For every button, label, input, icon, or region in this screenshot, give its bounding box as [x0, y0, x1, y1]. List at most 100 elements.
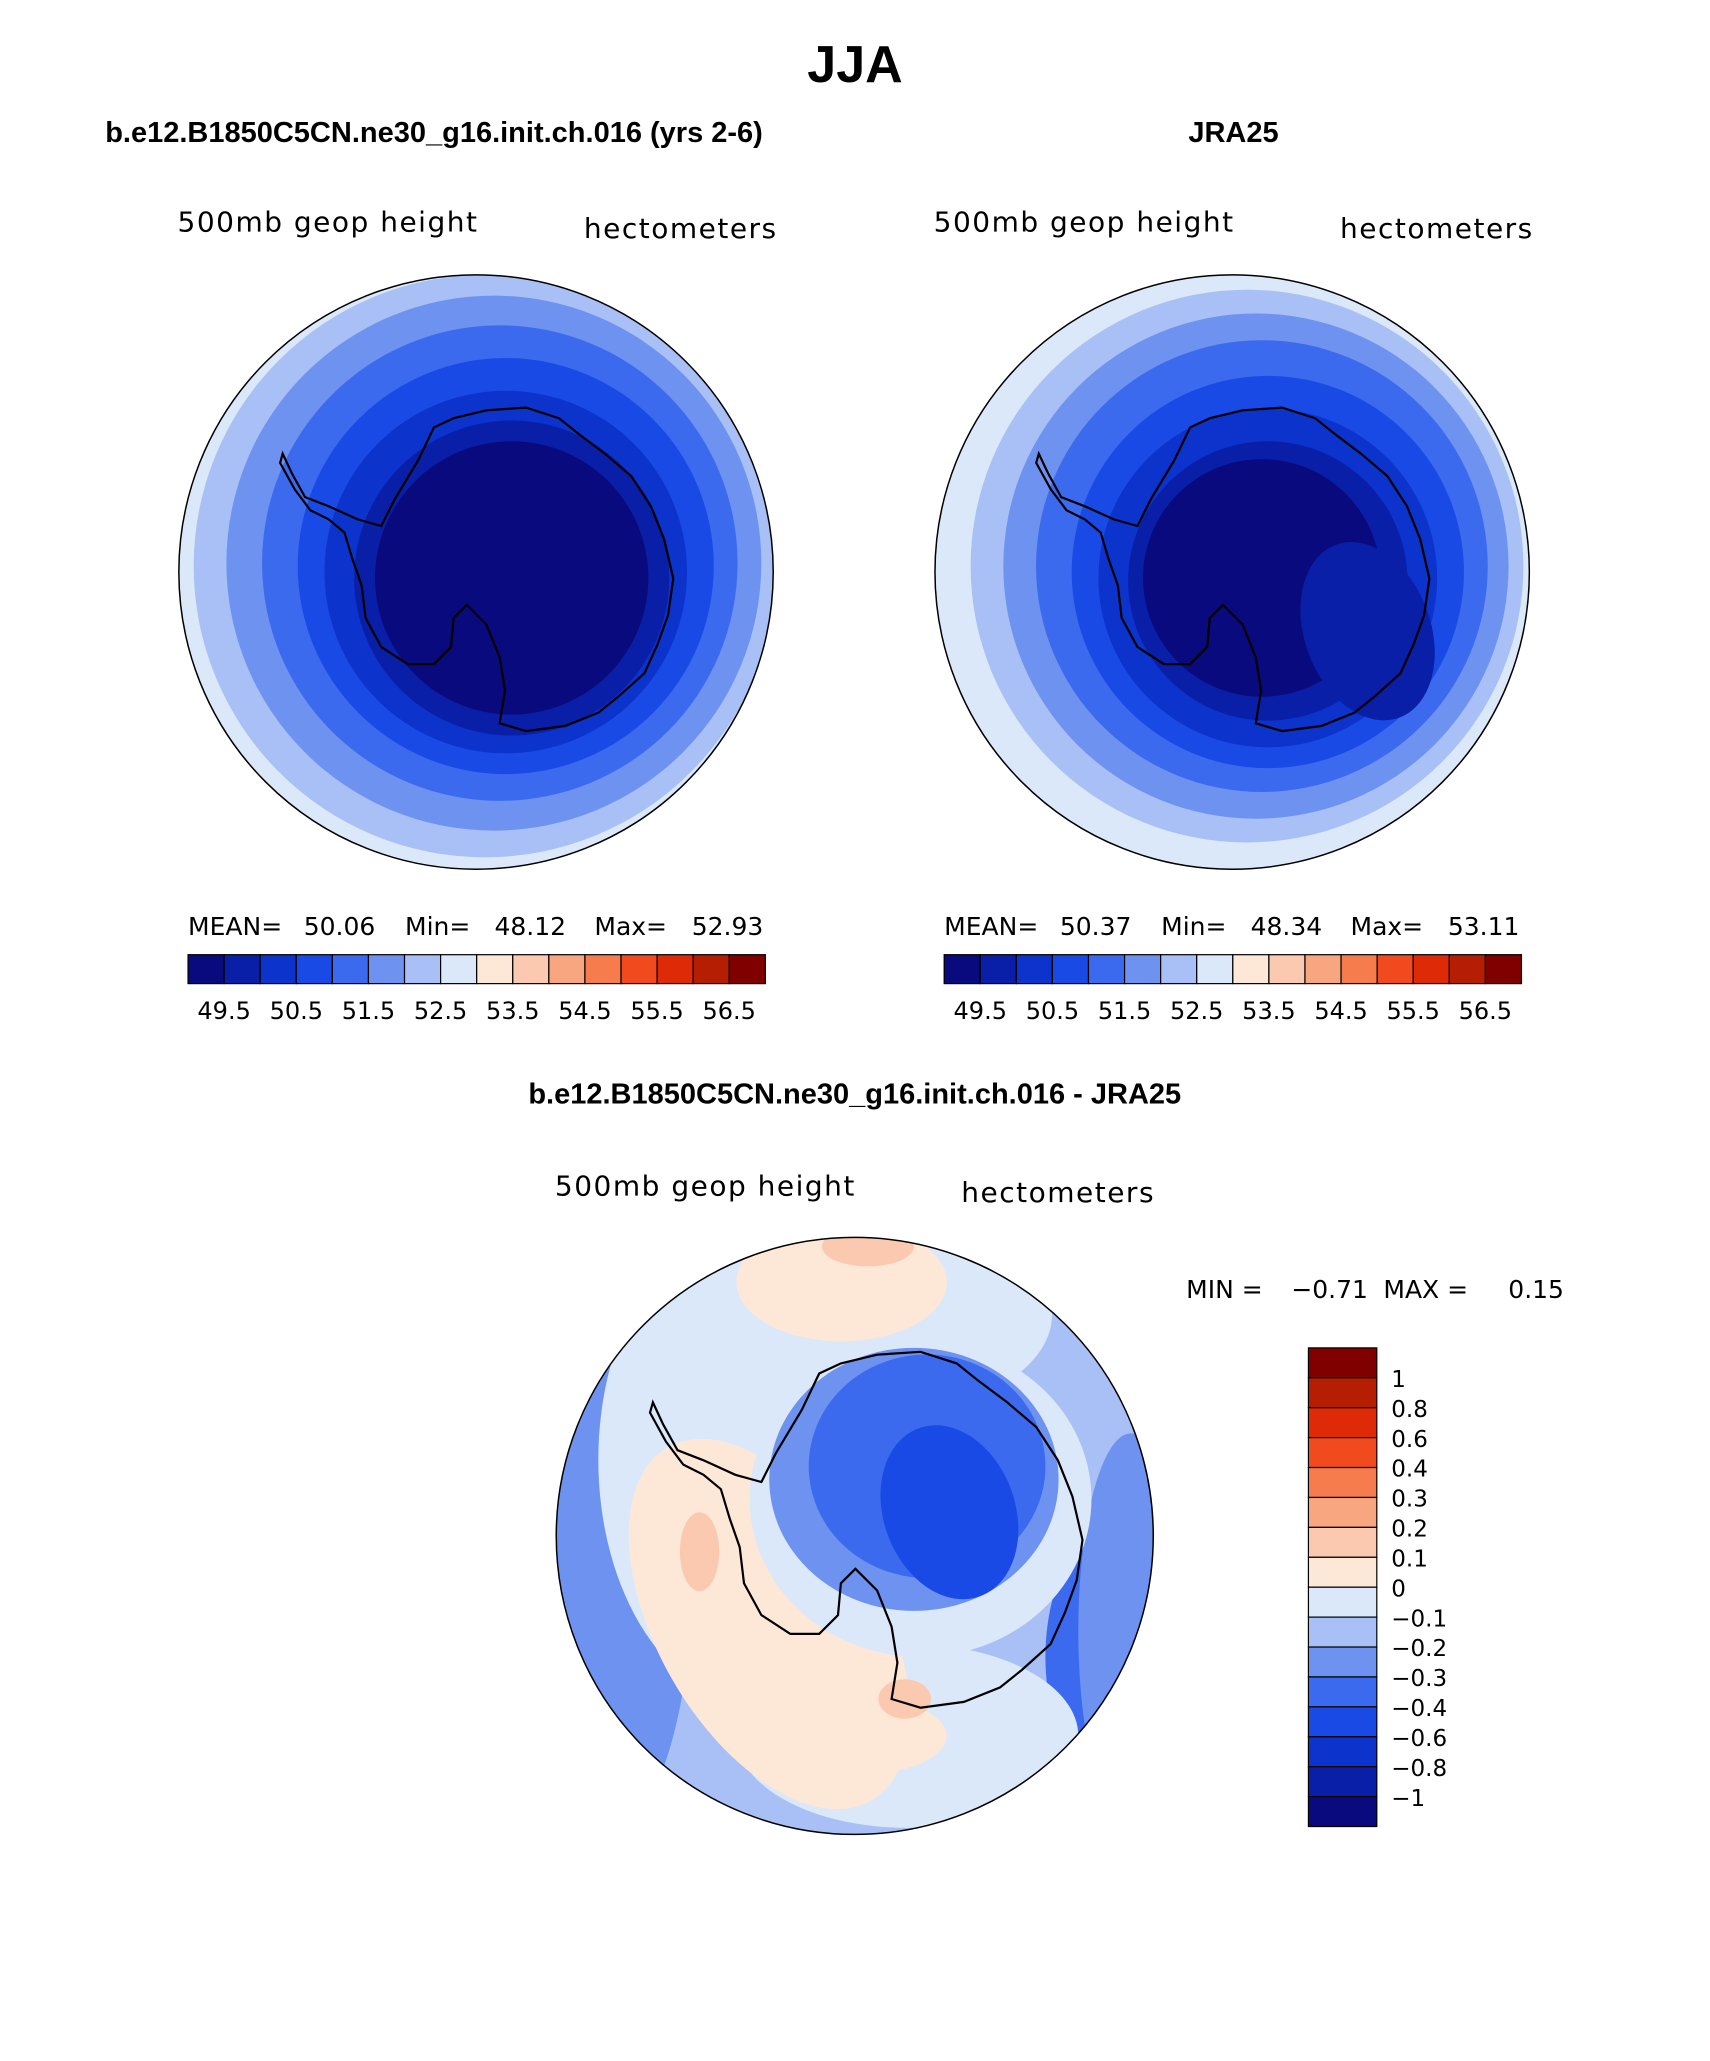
- colorbar-box: [1340, 954, 1378, 985]
- colorbar-box: [728, 954, 766, 985]
- stat-value: 52.93: [692, 912, 764, 941]
- stat-label: Max=: [594, 912, 667, 941]
- colorbar-box: [403, 954, 442, 985]
- variable-name: 500mb geop height: [178, 205, 479, 238]
- stat-label: Min=: [405, 912, 470, 941]
- stat-value: 53.11: [1448, 912, 1520, 941]
- map: [556, 1237, 1154, 1835]
- colorbar-box: [656, 954, 694, 985]
- map-border: [934, 274, 1531, 870]
- contour-band: [679, 1512, 720, 1592]
- colorbar-label: 54.5: [1314, 997, 1367, 1025]
- colorbar-label: 52.5: [414, 997, 467, 1025]
- panel-title: b.e12.B1850C5CN.ne30_g16.init.ch.016 - J…: [528, 1078, 1181, 1110]
- colorbar-label: 0.8: [1391, 1397, 1428, 1423]
- colorbar-label: 55.5: [1386, 997, 1439, 1025]
- stat-label: MEAN=: [944, 912, 1038, 941]
- colorbar-box: [1307, 1377, 1378, 1409]
- colorbar-box: [223, 954, 261, 985]
- stat-value: 50.37: [1060, 912, 1132, 941]
- colorbar-box: [1307, 1616, 1378, 1648]
- colorbar-box: [1307, 1526, 1378, 1558]
- colorbar-label: 50.5: [270, 997, 323, 1025]
- colorbar-label: −0.1: [1391, 1606, 1447, 1632]
- colorbar-box: [331, 954, 370, 985]
- colorbar-box: [1307, 1407, 1378, 1439]
- colorbar-box: [1376, 954, 1414, 985]
- colorbar-label: −1: [1391, 1786, 1425, 1812]
- colorbar-box: [1307, 1496, 1378, 1528]
- colorbar-box: [1051, 954, 1090, 985]
- colorbar-label: 0.3: [1391, 1487, 1428, 1513]
- colorbar-box: [367, 954, 406, 985]
- colorbar-box: [1160, 954, 1198, 985]
- colorbar-box: [1307, 1766, 1378, 1798]
- stat-value: 48.34: [1251, 912, 1323, 941]
- colorbar-label: −0.3: [1391, 1666, 1447, 1692]
- colorbar-box: [692, 954, 730, 985]
- coastline: [1035, 406, 1431, 733]
- units: hectometers: [584, 212, 778, 245]
- colorbar-label: 49.5: [954, 997, 1007, 1025]
- stat-value: 0.15: [1508, 1275, 1564, 1304]
- colorbar-box: [295, 954, 333, 985]
- stat-label: Min=: [1161, 912, 1226, 941]
- colorbar-box: [943, 954, 981, 985]
- contour-band: [1300, 542, 1435, 721]
- colorbar-label: 54.5: [558, 997, 611, 1025]
- colorbar-label: 49.5: [197, 997, 250, 1025]
- units: hectometers: [961, 1176, 1155, 1209]
- colorbar-box: [1304, 954, 1342, 985]
- colorbar-box: [1268, 954, 1306, 985]
- colorbar-label: 0.6: [1391, 1427, 1428, 1453]
- colorbar-box: [620, 954, 658, 985]
- contour-band: [878, 1679, 932, 1719]
- colorbar-label: 0.1: [1391, 1546, 1428, 1572]
- colorbar-label: 52.5: [1170, 997, 1223, 1025]
- colorbar-box: [440, 954, 478, 985]
- panel-title: JRA25: [1188, 117, 1278, 149]
- colorbar-box: [1307, 1646, 1378, 1678]
- coastline: [648, 1350, 1084, 1709]
- colorbar-box: [1232, 954, 1270, 985]
- colorbar-label: 50.5: [1026, 997, 1079, 1025]
- colorbar-box: [1307, 1796, 1378, 1828]
- colorbar-box: [259, 954, 297, 985]
- colorbar-label: 1: [1391, 1367, 1406, 1393]
- contour-band: [1078, 1433, 1154, 1828]
- colorbar-box: [187, 954, 225, 985]
- colorbar-label: 53.5: [1242, 997, 1295, 1025]
- variable-name: 500mb geop height: [555, 1169, 856, 1202]
- contour-band: [880, 1425, 1019, 1600]
- map: [178, 274, 774, 870]
- colorbar-box: [1307, 1706, 1378, 1738]
- colorbar-box: [584, 954, 622, 985]
- colorbar-box: [1448, 954, 1486, 985]
- stat-label: MIN =: [1186, 1275, 1263, 1304]
- units: hectometers: [1340, 212, 1534, 245]
- colorbar-label: 55.5: [630, 997, 683, 1025]
- colorbar-box: [1307, 1586, 1378, 1618]
- stat-value: −0.71: [1291, 1275, 1368, 1304]
- contour-band: [821, 1237, 914, 1267]
- colorbar-label: −0.4: [1391, 1696, 1447, 1722]
- colorbar-label: 0.2: [1391, 1517, 1428, 1543]
- colorbar-box: [1087, 954, 1126, 985]
- colorbar-label: 56.5: [1459, 997, 1512, 1025]
- colorbar-box: [1307, 1437, 1378, 1469]
- coastline: [278, 406, 675, 733]
- colorbar-box: [1307, 1556, 1378, 1588]
- colorbar-label: 0: [1391, 1576, 1406, 1602]
- colorbar-box: [1196, 954, 1234, 985]
- colorbar-box: [1307, 1466, 1378, 1499]
- colorbar-box: [1307, 1676, 1378, 1708]
- colorbar-label: 51.5: [1098, 997, 1151, 1025]
- stat-label: MAX =: [1383, 1275, 1468, 1304]
- colorbar-label: 56.5: [703, 997, 756, 1025]
- map-border: [555, 1236, 1155, 1836]
- colorbar-box: [979, 954, 1017, 985]
- colorbar-label: −0.8: [1391, 1756, 1447, 1782]
- colorbar-box: [1015, 954, 1054, 985]
- colorbar-box: [548, 954, 586, 985]
